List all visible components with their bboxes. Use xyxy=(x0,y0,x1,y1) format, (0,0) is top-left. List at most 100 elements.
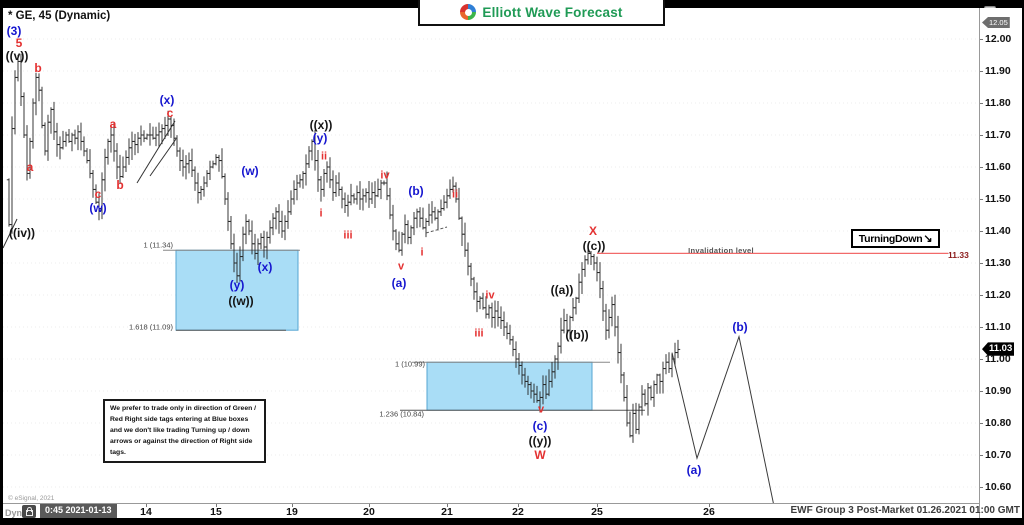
brand-logo: Elliott Wave Forecast xyxy=(418,0,665,26)
price-bar xyxy=(372,181,378,208)
wave-label-y: (y) xyxy=(312,131,328,145)
turning-down-tag[interactable]: TurningDown ↘ xyxy=(851,229,940,248)
price-tick-mark xyxy=(980,167,983,168)
price-bar xyxy=(75,125,81,151)
wave-label-a: a xyxy=(109,117,117,131)
wave-label-v: v xyxy=(537,403,545,416)
price-bar xyxy=(417,207,423,228)
wave-label-c: c xyxy=(94,187,102,201)
price-bar xyxy=(591,253,597,271)
trendline[interactable] xyxy=(136,120,176,184)
price-tick-mark xyxy=(980,135,983,136)
projection-path[interactable] xyxy=(671,334,774,503)
wave-label-y: ((y)) xyxy=(528,434,552,448)
price-bar xyxy=(600,280,606,321)
price-bar xyxy=(369,182,375,205)
price-bar xyxy=(147,123,153,146)
price-bar xyxy=(438,199,444,216)
esignal-copyright: © eSignal, 2021 xyxy=(8,495,55,502)
price-bar xyxy=(612,294,618,337)
price-bar xyxy=(273,207,279,230)
price-bar xyxy=(114,143,120,180)
time-tick-label: 26 xyxy=(703,506,715,518)
price-bar xyxy=(420,207,426,230)
price-tick-label: 11.40 xyxy=(985,225,1011,237)
price-bar xyxy=(429,201,435,224)
time-tick-label: 21 xyxy=(441,506,453,518)
price-bar xyxy=(354,185,360,205)
price-bar xyxy=(201,176,207,197)
price-bar xyxy=(66,128,72,143)
time-tick-mark xyxy=(518,504,519,507)
price-bar xyxy=(54,122,60,157)
wave-label-ii: ii xyxy=(451,188,459,201)
price-bar xyxy=(9,116,15,234)
price-bar xyxy=(30,98,36,149)
price-bar xyxy=(315,150,321,192)
price-bar xyxy=(465,242,471,276)
price-tick-label: 11.80 xyxy=(985,97,1011,109)
price-bar xyxy=(249,220,255,255)
price-bar xyxy=(219,148,225,179)
price-bar xyxy=(387,187,393,220)
price-bar xyxy=(558,317,564,354)
price-bar xyxy=(243,214,249,245)
footer-watermark: EWF Group 3 Post-Market 01.26.2021 01:00… xyxy=(790,505,1020,516)
price-bar xyxy=(339,186,345,209)
price-bar xyxy=(648,385,654,401)
price-bar xyxy=(84,148,90,164)
price-tick-mark xyxy=(980,71,983,72)
wave-label-x: (x) xyxy=(257,260,273,274)
wave-label-w: (w) xyxy=(241,164,259,178)
time-tick-label: 19 xyxy=(286,506,298,518)
fib-level-label: 1.618 (11.09) xyxy=(128,322,173,332)
time-axis[interactable]: Dyn 0:45 2021-01-13 14 15 19 20 21 22 25 26 xyxy=(3,503,979,518)
lock-icon[interactable] xyxy=(22,505,36,518)
price-bar xyxy=(48,107,54,134)
wave-label-x: (x) xyxy=(159,93,175,107)
chart-plot-area[interactable]: (3) 5 ((v)) b a c (w) b a (x) c ((iv)) (w) (x) (y) ((w)… xyxy=(3,8,979,503)
dashed-trendline[interactable] xyxy=(425,226,448,234)
price-tick-label: 12.00 xyxy=(985,33,1012,45)
time-tick-mark xyxy=(369,504,370,507)
price-bar xyxy=(342,192,348,213)
price-bar xyxy=(150,126,156,140)
price-bar xyxy=(186,152,192,174)
trendline[interactable] xyxy=(3,218,18,249)
price-bar xyxy=(87,149,93,179)
price-bar xyxy=(294,174,300,201)
price-tick-label: 10.80 xyxy=(985,417,1012,429)
time-tick-label: 25 xyxy=(591,506,603,518)
price-bar xyxy=(258,233,264,250)
price-tick-mark xyxy=(980,487,983,488)
price-bar xyxy=(180,149,186,177)
price-bar xyxy=(270,213,276,236)
wave-label-iii: iii xyxy=(474,327,484,340)
price-bar xyxy=(192,166,198,191)
price-tick-mark xyxy=(980,103,983,104)
price-tick-label: 11.90 xyxy=(985,65,1011,77)
price-tick-label: 10.70 xyxy=(985,449,1012,461)
time-tick-label: 15 xyxy=(210,506,222,518)
chart-mode-label: Dyn xyxy=(5,508,23,518)
price-bar xyxy=(63,131,69,147)
price-bar xyxy=(159,124,165,145)
wave-label-v: ((v)) xyxy=(5,49,29,63)
price-tick-label: 11.10 xyxy=(985,321,1011,333)
price-bar xyxy=(285,200,291,229)
time-tick-mark xyxy=(292,504,293,507)
price-bar xyxy=(606,309,612,339)
trendline[interactable] xyxy=(149,138,177,177)
price-bar xyxy=(144,133,150,140)
wave-label-c: c xyxy=(166,106,174,120)
price-bar xyxy=(225,192,231,231)
price-bar xyxy=(204,170,210,188)
price-bar xyxy=(399,231,405,256)
price-bar xyxy=(471,276,477,300)
price-bar xyxy=(666,352,672,373)
price-bar xyxy=(504,322,510,340)
price-tick-label: 11.50 xyxy=(985,193,1011,205)
price-axis[interactable]: 12.05 11.03 12.00 11.90 11.80 11.70 11.60 11.… xyxy=(979,8,1022,518)
price-bar xyxy=(207,160,213,181)
